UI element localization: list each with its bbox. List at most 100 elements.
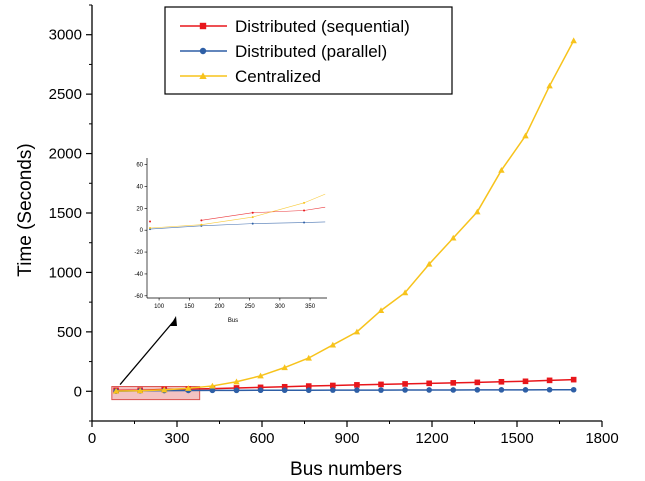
inset-x-tick-label: 350 bbox=[305, 304, 316, 310]
data-point bbox=[402, 381, 408, 387]
legend-box bbox=[164, 6, 453, 95]
data-point bbox=[450, 380, 457, 386]
inset-y-tick-label: 40 bbox=[136, 184, 143, 190]
main-chart: 0 300 600 900 1200 1500 1800050010001500200025… bbox=[49, 4, 619, 447]
data-point bbox=[209, 387, 216, 394]
x-tick-label: 1500 bbox=[500, 430, 533, 447]
y-axis-title: Time (Seconds) bbox=[15, 143, 36, 276]
legend-entry-label: Centralized bbox=[235, 67, 321, 86]
legend-swatch-marker bbox=[199, 22, 207, 30]
data-point bbox=[426, 380, 432, 387]
y-tick-label: 2500 bbox=[49, 86, 82, 103]
data-point bbox=[522, 132, 529, 139]
series-line bbox=[116, 388, 574, 392]
inset-y-tick-label: 0 bbox=[140, 228, 144, 234]
inset-x-tick-label: 300 bbox=[275, 304, 286, 310]
inset-y-tick-label: -60 bbox=[134, 294, 143, 300]
series-line bbox=[116, 40, 575, 392]
data-point bbox=[546, 386, 553, 393]
inset-data-point bbox=[251, 211, 254, 214]
data-point bbox=[136, 387, 144, 394]
data-point bbox=[354, 382, 360, 388]
y-tick-label: 500 bbox=[57, 324, 82, 341]
data-point bbox=[401, 289, 409, 296]
data-point bbox=[233, 378, 240, 385]
x-tick-label: 600 bbox=[249, 430, 274, 447]
data-point bbox=[354, 387, 360, 393]
inset-y-tick-label: -40 bbox=[134, 272, 143, 278]
data-point bbox=[546, 82, 553, 89]
data-point bbox=[330, 382, 336, 389]
data-point bbox=[570, 376, 577, 383]
inset-series-line bbox=[150, 221, 326, 230]
data-point bbox=[209, 382, 216, 389]
data-point bbox=[305, 354, 312, 361]
inset-data-point bbox=[149, 227, 152, 229]
inset-data-point bbox=[251, 222, 254, 225]
series-line bbox=[116, 378, 574, 392]
data-point bbox=[281, 387, 288, 394]
data-point bbox=[402, 387, 408, 393]
data-point bbox=[377, 307, 385, 314]
data-point bbox=[498, 378, 505, 385]
data-point bbox=[378, 381, 384, 388]
inset-x-tick-label: 100 bbox=[154, 304, 165, 310]
data-point bbox=[281, 383, 288, 390]
data-point bbox=[281, 364, 288, 371]
zoom-arrow-head bbox=[170, 316, 177, 326]
data-point bbox=[570, 37, 577, 44]
legend-swatch-marker bbox=[199, 47, 207, 55]
x-tick-label: 300 bbox=[164, 430, 189, 447]
data-point bbox=[353, 328, 361, 335]
legend-swatch-marker bbox=[199, 72, 207, 79]
data-point bbox=[474, 208, 481, 215]
data-point bbox=[161, 386, 168, 393]
data-point bbox=[522, 378, 529, 385]
data-point bbox=[257, 372, 264, 379]
data-point bbox=[522, 387, 529, 393]
inset-zoom-chart: 100 150 200 250 300 350 -60 -40 -20 0 20 40 60 Bus bbox=[134, 158, 327, 324]
data-point bbox=[233, 387, 240, 394]
inset-data-point bbox=[200, 219, 203, 222]
legend: Distributed (sequential) Distributed (par… bbox=[164, 6, 453, 95]
x-tick-label: 900 bbox=[334, 430, 359, 447]
data-point bbox=[426, 387, 432, 393]
data-point bbox=[257, 384, 264, 391]
data-point bbox=[112, 387, 120, 394]
inset-x-axis-title: Bus bbox=[228, 318, 238, 324]
inset-data-point bbox=[303, 209, 306, 212]
x-tick-label: 1200 bbox=[415, 430, 448, 447]
inset-x-tick-label: 150 bbox=[184, 304, 195, 310]
inset-data-point bbox=[200, 223, 203, 226]
x-tick-label: 0 bbox=[88, 430, 96, 447]
inset-data-point bbox=[303, 221, 306, 224]
legend-entry-label: Distributed (parallel) bbox=[235, 42, 387, 61]
inset-data-point bbox=[149, 220, 152, 223]
data-point bbox=[450, 234, 457, 241]
inset-y-tick-label: 60 bbox=[136, 163, 143, 169]
data-point bbox=[305, 383, 312, 389]
legend-entry-label: Distributed (sequential) bbox=[235, 17, 410, 36]
inset-x-tick-label: 250 bbox=[245, 304, 256, 310]
data-point bbox=[474, 387, 481, 393]
y-tick-label: 3000 bbox=[49, 27, 82, 44]
zoom-arrow bbox=[119, 321, 174, 385]
y-tick-label: 2000 bbox=[49, 146, 82, 163]
y-tick-label: 1500 bbox=[49, 205, 82, 222]
inset-data-point bbox=[303, 201, 306, 204]
data-point bbox=[330, 387, 336, 393]
data-point bbox=[546, 377, 553, 384]
inset-x-tick-label: 200 bbox=[214, 304, 225, 310]
data-point bbox=[378, 387, 384, 393]
inset-y-tick-label: 20 bbox=[136, 206, 143, 212]
data-point bbox=[498, 387, 505, 393]
data-point bbox=[570, 386, 577, 393]
inset-y-tick-label: -20 bbox=[134, 250, 143, 256]
data-point bbox=[498, 166, 505, 173]
x-tick-label: 1800 bbox=[585, 430, 618, 447]
inset-data-point bbox=[251, 216, 254, 219]
inset-series-line bbox=[201, 206, 326, 221]
data-point bbox=[305, 387, 312, 394]
data-point bbox=[257, 387, 264, 394]
